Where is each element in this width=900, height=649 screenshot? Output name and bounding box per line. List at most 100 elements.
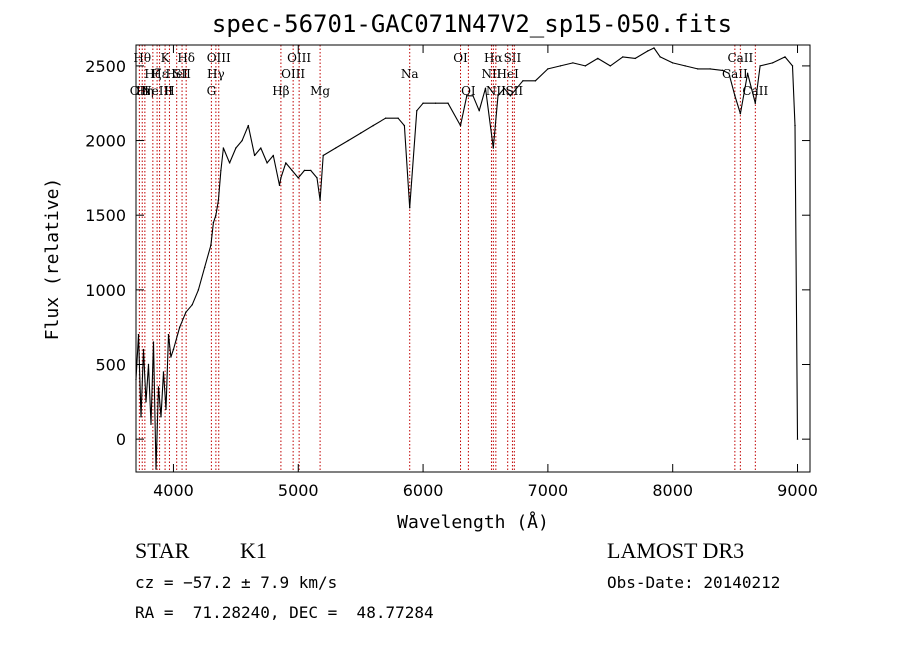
line-label-17: Mg bbox=[310, 84, 330, 98]
data-point-14 bbox=[170, 356, 172, 358]
data-point-39 bbox=[297, 177, 299, 179]
data-point-70 bbox=[572, 62, 574, 64]
data-point-66 bbox=[522, 80, 524, 82]
y-axis-label: Flux (relative) bbox=[42, 178, 63, 341]
data-point-36 bbox=[280, 177, 282, 179]
data-point-26 bbox=[222, 147, 225, 149]
line-label-13: OIII bbox=[207, 51, 231, 65]
data-point-24 bbox=[217, 199, 220, 201]
data-point-88 bbox=[754, 102, 757, 104]
data-point-80 bbox=[684, 65, 686, 67]
redshift-velocity: cz = −57.2 ± 7.9 km/s bbox=[135, 573, 338, 592]
x-tick-label-5: 9000 bbox=[777, 481, 818, 500]
data-point-8 bbox=[155, 468, 157, 470]
data-point-62 bbox=[492, 147, 495, 149]
survey-name: LAMOST DR3 bbox=[607, 538, 745, 563]
line-label-25: SII bbox=[504, 51, 522, 65]
data-point-92 bbox=[791, 65, 794, 67]
line-label-5: Hε bbox=[151, 67, 168, 81]
line-label-6: K bbox=[161, 51, 171, 65]
line-label-28: CaII bbox=[727, 51, 753, 65]
data-point-9 bbox=[157, 386, 160, 388]
data-point-73 bbox=[609, 65, 611, 67]
data-point-76 bbox=[647, 50, 649, 52]
line-label-24: HeI bbox=[497, 67, 520, 81]
line-label-1: Hθ bbox=[133, 51, 151, 65]
data-point-27 bbox=[228, 162, 231, 164]
line-label-16: OIII bbox=[287, 51, 311, 65]
data-point-93 bbox=[794, 124, 796, 127]
data-point-56 bbox=[447, 102, 449, 104]
axes: 4000 5000 6000 7000 8000 9000 0 500 1000 1500 2000… bbox=[85, 45, 818, 500]
data-point-94 bbox=[796, 438, 799, 440]
data-point-55 bbox=[434, 102, 437, 104]
data-point-78 bbox=[659, 56, 661, 58]
data-point-54 bbox=[422, 102, 424, 104]
line-label-12: Hγ bbox=[207, 67, 225, 81]
data-point-74 bbox=[622, 56, 624, 58]
x-tick-label-1: 5000 bbox=[278, 481, 319, 500]
data-point-68 bbox=[547, 68, 549, 70]
data-point-7 bbox=[152, 341, 155, 343]
line-label-19: OI bbox=[453, 51, 468, 65]
data-point-52 bbox=[409, 207, 411, 209]
data-point-33 bbox=[266, 162, 268, 164]
x-tick-label-3: 7000 bbox=[528, 481, 569, 500]
line-label-14: Hβ bbox=[272, 84, 289, 98]
data-point-19 bbox=[197, 289, 200, 291]
y-tick-label-3: 1500 bbox=[85, 206, 126, 225]
data-point-71 bbox=[584, 65, 587, 67]
object-subclass: K1 bbox=[240, 538, 267, 563]
data-point-12 bbox=[165, 408, 167, 410]
line-label-10: Hδ bbox=[177, 51, 195, 65]
data-point-43 bbox=[319, 199, 321, 201]
data-point-65 bbox=[509, 95, 512, 97]
data-point-38 bbox=[291, 169, 293, 172]
x-tick-label-4: 8000 bbox=[652, 481, 693, 500]
data-point-16 bbox=[178, 326, 181, 328]
data-point-34 bbox=[272, 154, 274, 157]
data-point-85 bbox=[734, 95, 736, 97]
data-point-1 bbox=[137, 333, 140, 336]
data-point-15 bbox=[172, 348, 175, 351]
data-point-91 bbox=[784, 56, 786, 58]
data-point-29 bbox=[241, 139, 243, 142]
data-point-30 bbox=[247, 124, 250, 127]
x-tick-label-0: 4000 bbox=[153, 481, 194, 500]
data-point-72 bbox=[597, 57, 599, 60]
data-point-49 bbox=[384, 117, 387, 119]
y-tick-label-2: 1000 bbox=[85, 281, 126, 300]
data-point-22 bbox=[212, 221, 215, 224]
y-tick-label-5: 2500 bbox=[85, 57, 126, 76]
data-point-51 bbox=[403, 124, 406, 127]
data-point-11 bbox=[162, 371, 165, 373]
sky-coordinates: RA = 71.28240, DEC = 48.77284 bbox=[135, 603, 434, 622]
data-point-59 bbox=[472, 95, 474, 97]
data-point-10 bbox=[160, 416, 162, 418]
data-point-13 bbox=[167, 333, 170, 336]
observation-date: Obs-Date: 20140212 bbox=[607, 573, 781, 592]
data-point-75 bbox=[634, 57, 636, 60]
line-label-2: Hη bbox=[136, 84, 154, 98]
spectrum-data-layer bbox=[135, 47, 799, 470]
line-label-9: SII bbox=[173, 67, 191, 81]
data-point-28 bbox=[235, 147, 237, 149]
data-point-41 bbox=[310, 169, 312, 172]
y-tick-label-1: 500 bbox=[95, 356, 126, 375]
x-tick-label-2: 6000 bbox=[403, 481, 444, 500]
data-point-61 bbox=[484, 87, 487, 89]
data-point-37 bbox=[285, 162, 287, 164]
data-point-20 bbox=[203, 266, 206, 269]
line-label-29: CaII bbox=[742, 84, 768, 98]
data-point-47 bbox=[359, 132, 362, 134]
spectral-line-markers: OIIHθHηHζNeIIIHεKHHeISIIHδGHγOIIIHβOIIIO… bbox=[130, 45, 768, 472]
line-label-20: OI bbox=[461, 84, 476, 98]
data-point-77 bbox=[653, 47, 655, 49]
data-point-57 bbox=[459, 124, 462, 127]
line-label-22: Hα bbox=[484, 51, 503, 65]
plot-frame bbox=[135, 44, 811, 473]
data-point-44 bbox=[322, 154, 324, 157]
data-point-17 bbox=[185, 311, 187, 313]
line-label-11: G bbox=[207, 84, 217, 98]
